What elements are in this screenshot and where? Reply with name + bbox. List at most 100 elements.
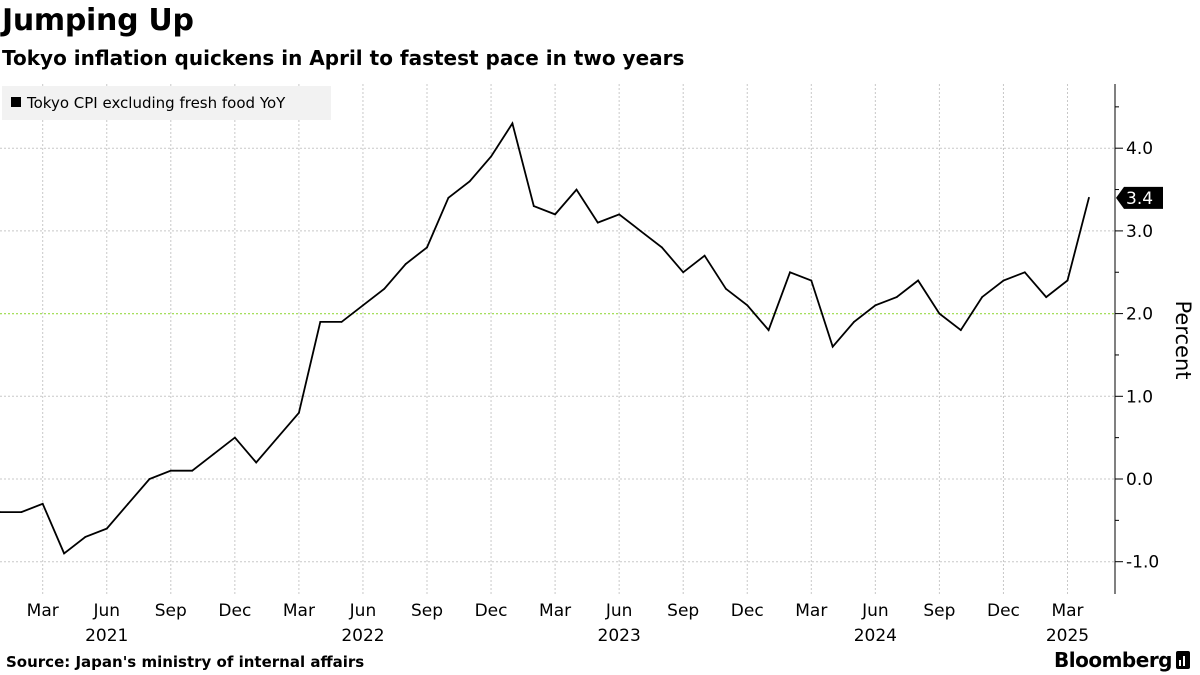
bloomberg-chart-icon xyxy=(1176,651,1190,669)
y-tick-label: -1.0 xyxy=(1126,553,1159,573)
x-tick-label: Mar xyxy=(539,601,571,621)
data-point xyxy=(1088,196,1090,199)
x-tick-label: Mar xyxy=(1051,601,1083,621)
x-tick-label: Jun xyxy=(92,601,120,621)
data-point xyxy=(511,122,514,125)
grid xyxy=(0,84,1115,594)
x-tick-label: Dec xyxy=(218,601,251,621)
data-point xyxy=(340,321,343,323)
data-point xyxy=(84,536,87,538)
data-point xyxy=(276,436,279,439)
x-tick-label: Jun xyxy=(605,601,633,621)
data-point xyxy=(362,304,364,307)
data-point xyxy=(41,502,44,505)
data-point xyxy=(468,180,471,183)
data-point xyxy=(575,188,578,191)
last-value-badge-shape xyxy=(1116,186,1163,209)
chart-title: Jumping Up xyxy=(2,3,194,38)
x-tick-label: Mar xyxy=(27,601,59,621)
legend-swatch xyxy=(11,97,21,107)
y-tick-label: 0.0 xyxy=(1126,470,1153,490)
x-tick-label: Jun xyxy=(349,601,377,621)
data-point xyxy=(618,213,621,216)
data-point xyxy=(895,296,898,298)
data-point xyxy=(63,552,65,555)
data-point xyxy=(319,321,322,323)
source-note: Source: Japan's ministry of internal aff… xyxy=(6,653,365,671)
data-point xyxy=(959,329,962,331)
x-year-label: 2024 xyxy=(854,626,897,646)
data-point xyxy=(0,511,1,513)
data-point xyxy=(725,287,727,290)
series-layer xyxy=(0,121,1090,555)
data-point xyxy=(127,502,129,505)
data-point xyxy=(917,279,919,282)
data-point xyxy=(703,254,706,257)
data-point xyxy=(490,155,492,158)
data-point xyxy=(447,196,450,199)
data-point xyxy=(767,329,770,331)
x-axis: Mar Jun Sep Dec Mar Jun Sep Dec Mar Jun Sep Dec Mar J… xyxy=(27,601,1089,646)
x-tick-label: Jun xyxy=(861,601,889,621)
data-point xyxy=(234,436,236,439)
y-axis: -1.0 0.0 1.0 2.0 3.0 4.0 Percent xyxy=(1114,84,1195,594)
last-value-label: 3.4 xyxy=(1126,189,1153,209)
data-point xyxy=(853,321,855,323)
data-point xyxy=(148,478,151,480)
data-point xyxy=(810,279,813,282)
data-point xyxy=(532,205,535,208)
data-point xyxy=(105,527,108,530)
y-tick-label: 3.0 xyxy=(1126,222,1153,242)
data-point xyxy=(1023,271,1026,274)
legend-label: Tokyo CPI excluding fresh food YoY xyxy=(26,94,286,112)
data-point xyxy=(596,221,599,224)
x-year-label: 2025 xyxy=(1046,626,1089,646)
data-point xyxy=(298,411,300,414)
last-value-badge: 3.4 xyxy=(1116,186,1163,209)
data-point xyxy=(191,469,194,472)
brand-logo: Bloomberg xyxy=(1054,648,1190,672)
x-tick-label: Dec xyxy=(475,601,508,621)
data-point xyxy=(404,263,407,265)
chart-subtitle: Tokyo inflation quickens in April to fas… xyxy=(2,46,685,70)
x-year-label: 2021 xyxy=(85,626,128,646)
data-point xyxy=(661,246,663,249)
x-tick-label: Sep xyxy=(411,601,443,621)
data-point xyxy=(20,511,23,513)
data-point xyxy=(682,271,685,274)
x-year-label: 2023 xyxy=(598,626,641,646)
data-point xyxy=(831,345,834,348)
y-tick-label: 2.0 xyxy=(1126,305,1153,325)
data-point xyxy=(981,296,983,298)
x-tick-label: Sep xyxy=(667,601,699,621)
data-point xyxy=(746,304,749,307)
x-tick-label: Dec xyxy=(987,601,1020,621)
data-point xyxy=(169,469,172,472)
data-point xyxy=(212,453,215,456)
data-point xyxy=(874,304,877,307)
x-tick-label: Mar xyxy=(283,601,315,621)
x-year-label: 2022 xyxy=(341,626,384,646)
x-tick-label: Dec xyxy=(731,601,764,621)
data-point xyxy=(789,271,791,274)
y-axis-label: Percent xyxy=(1171,300,1195,379)
legend-box xyxy=(2,86,331,120)
y-tick-label: 4.0 xyxy=(1126,139,1153,159)
data-point xyxy=(938,312,941,315)
data-point xyxy=(383,287,386,290)
x-tick-label: Mar xyxy=(795,601,827,621)
data-point xyxy=(1045,296,1048,298)
brand-name: Bloomberg xyxy=(1054,648,1172,672)
data-point xyxy=(639,230,642,232)
data-point xyxy=(255,461,258,464)
data-point xyxy=(554,213,556,216)
x-tick-label: Sep xyxy=(155,601,187,621)
data-point xyxy=(426,246,428,249)
x-tick-label: Sep xyxy=(923,601,955,621)
series-line xyxy=(0,121,1090,555)
y-tick-label: 1.0 xyxy=(1126,387,1153,407)
data-point xyxy=(1002,279,1005,282)
data-point xyxy=(1066,279,1069,282)
